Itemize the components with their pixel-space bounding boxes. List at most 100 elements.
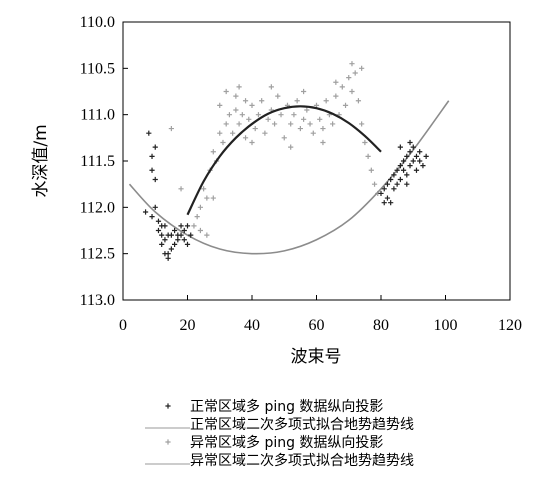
- data-point: [304, 107, 309, 112]
- data-point: [243, 135, 248, 140]
- data-point: [185, 242, 190, 247]
- data-point: [333, 80, 338, 85]
- data-point: [233, 94, 238, 99]
- legend-marker: [165, 439, 170, 444]
- legend-label: 异常区域多 ping 数据纵向投影: [190, 434, 383, 451]
- data-point: [233, 107, 238, 112]
- data-point: [269, 84, 274, 89]
- data-point: [256, 112, 261, 117]
- data-point: [159, 223, 164, 228]
- data-point: [153, 205, 158, 210]
- data-point: [169, 246, 174, 251]
- data-point: [411, 145, 416, 150]
- data-point: [230, 131, 235, 136]
- data-point: [266, 117, 271, 122]
- data-point: [182, 237, 187, 242]
- data-point: [153, 177, 158, 182]
- data-point: [259, 98, 264, 103]
- data-point: [307, 121, 312, 126]
- data-point: [385, 195, 390, 200]
- data-point: [149, 154, 154, 159]
- x-tick-label: 0: [119, 317, 127, 334]
- data-point: [249, 140, 254, 145]
- y-tick-label: 110.0: [80, 14, 115, 31]
- data-point: [185, 223, 190, 228]
- data-point: [166, 256, 171, 261]
- data-point: [359, 121, 364, 126]
- data-point: [301, 117, 306, 122]
- data-point: [359, 66, 364, 71]
- data-point: [162, 251, 167, 256]
- data-point: [349, 61, 354, 66]
- data-point: [404, 172, 409, 177]
- data-point: [398, 177, 403, 182]
- data-point: [340, 84, 345, 89]
- data-point: [366, 154, 371, 159]
- data-point: [317, 117, 322, 122]
- legend-item: 正常区域二次多项式拟合地势趋势线: [145, 416, 414, 433]
- y-tick-label: 113.0: [80, 292, 115, 309]
- trend-line: [188, 106, 382, 214]
- data-point: [169, 233, 174, 238]
- data-point: [198, 205, 203, 210]
- data-point: [382, 200, 387, 205]
- data-point: [407, 163, 412, 168]
- data-point: [178, 223, 183, 228]
- data-point: [227, 112, 232, 117]
- data-point: [298, 126, 303, 131]
- data-point: [356, 98, 361, 103]
- y-tick-label: 112.0: [80, 199, 115, 216]
- data-point: [178, 186, 183, 191]
- data-point: [156, 228, 161, 233]
- data-point: [153, 145, 158, 150]
- legend-item: 异常区域二次多项式拟合地势趋势线: [145, 452, 414, 469]
- data-point: [330, 121, 335, 126]
- data-point: [388, 200, 393, 205]
- y-tick-label: 112.5: [80, 246, 115, 263]
- data-point: [288, 121, 293, 126]
- data-point: [156, 219, 161, 224]
- data-point: [385, 182, 390, 187]
- data-point: [404, 154, 409, 159]
- data-point: [424, 154, 429, 159]
- data-point: [211, 149, 216, 154]
- data-point: [343, 103, 348, 108]
- data-point: [295, 98, 300, 103]
- x-tick-label: 120: [498, 317, 522, 334]
- data-point: [301, 89, 306, 94]
- data-point: [188, 233, 193, 238]
- data-point: [146, 131, 151, 136]
- data-point: [420, 163, 425, 168]
- data-point: [388, 177, 393, 182]
- legend-item: 正常区域多 ping 数据纵向投影: [165, 398, 383, 415]
- legend-label: 正常区域多 ping 数据纵向投影: [190, 398, 383, 415]
- data-point: [353, 70, 358, 75]
- data-point: [217, 131, 222, 136]
- data-point: [191, 223, 196, 228]
- x-tick-label: 20: [180, 317, 196, 334]
- data-point: [414, 168, 419, 173]
- data-point: [237, 121, 242, 126]
- legend-label: 正常区域二次多项式拟合地势趋势线: [190, 416, 414, 433]
- series-2: [169, 61, 381, 238]
- data-point: [272, 121, 277, 126]
- data-point: [395, 182, 400, 187]
- data-point: [411, 158, 416, 163]
- data-point: [149, 168, 154, 173]
- data-point: [324, 98, 329, 103]
- data-point: [143, 209, 148, 214]
- data-point: [372, 182, 377, 187]
- data-point: [169, 126, 174, 131]
- data-point: [172, 242, 177, 247]
- data-point: [159, 233, 164, 238]
- data-point: [278, 112, 283, 117]
- data-point: [253, 126, 258, 131]
- y-tick-label: 111.5: [80, 153, 115, 170]
- data-point: [282, 135, 287, 140]
- data-point: [320, 126, 325, 131]
- data-point: [349, 89, 354, 94]
- data-point: [407, 149, 412, 154]
- x-axis-title: 波束号: [291, 347, 342, 367]
- data-point: [249, 103, 254, 108]
- data-point: [346, 75, 351, 80]
